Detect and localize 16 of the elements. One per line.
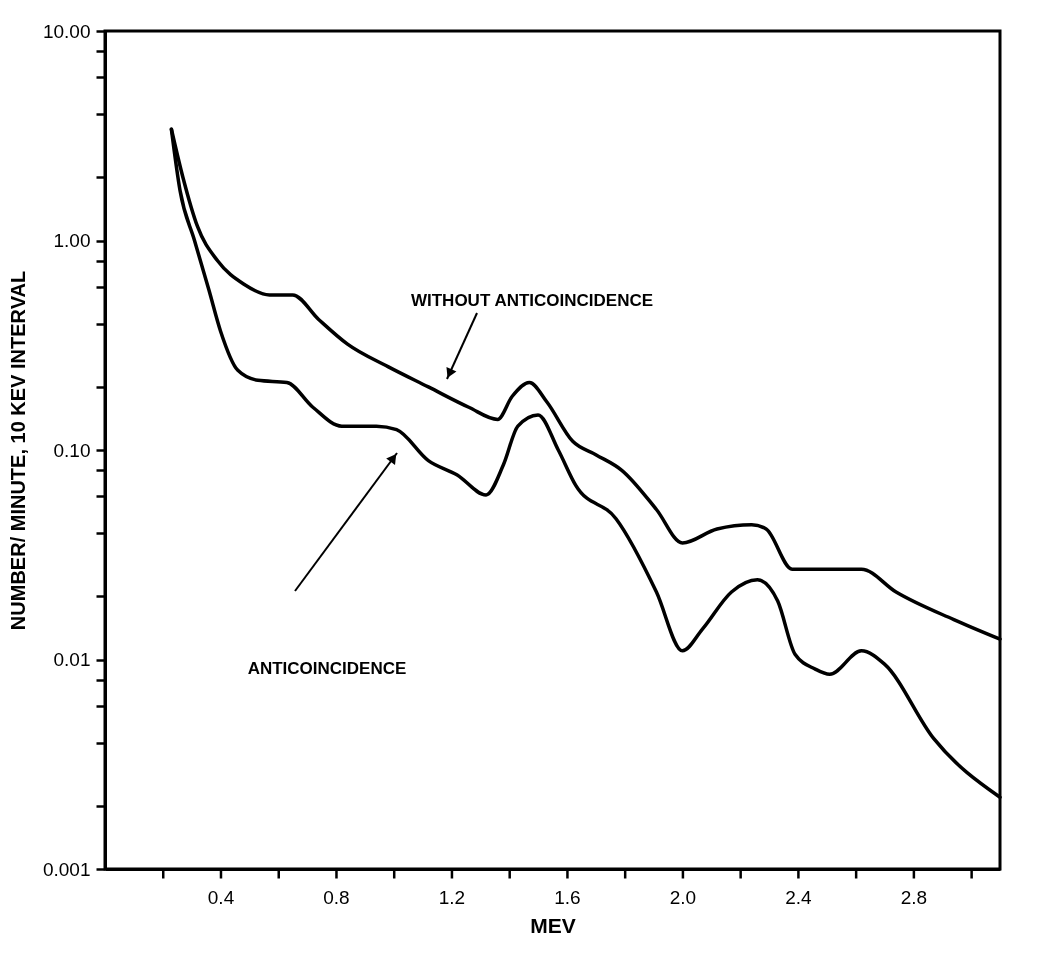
x-tick-label: 2.8 xyxy=(900,886,928,908)
x-tick-label: 0.4 xyxy=(207,886,235,908)
y-tick-label: 0.10 xyxy=(53,439,91,461)
y-axis-title: NUMBER/ MINUTE, 10 KEV INTERVAL xyxy=(6,270,29,631)
x-tick-label: 0.8 xyxy=(323,886,350,908)
annotation: WITHOUT ANTICOINCIDENCE xyxy=(410,291,654,310)
y-tick-label: 0.001 xyxy=(42,858,91,880)
y-tick-label: 10.00 xyxy=(42,20,91,42)
x-axis-title: MEV xyxy=(530,913,576,937)
y-tick-label: 0.01 xyxy=(53,649,91,670)
y-tick-label: 1.00 xyxy=(53,230,91,251)
annotation: ANTICOINCIDENCE xyxy=(247,659,407,678)
x-tick-label: 1.6 xyxy=(554,886,581,908)
x-tick-label: 2.0 xyxy=(669,886,697,908)
x-tick-label: 2.4 xyxy=(785,886,813,908)
x-tick-label: 1.2 xyxy=(438,886,466,908)
